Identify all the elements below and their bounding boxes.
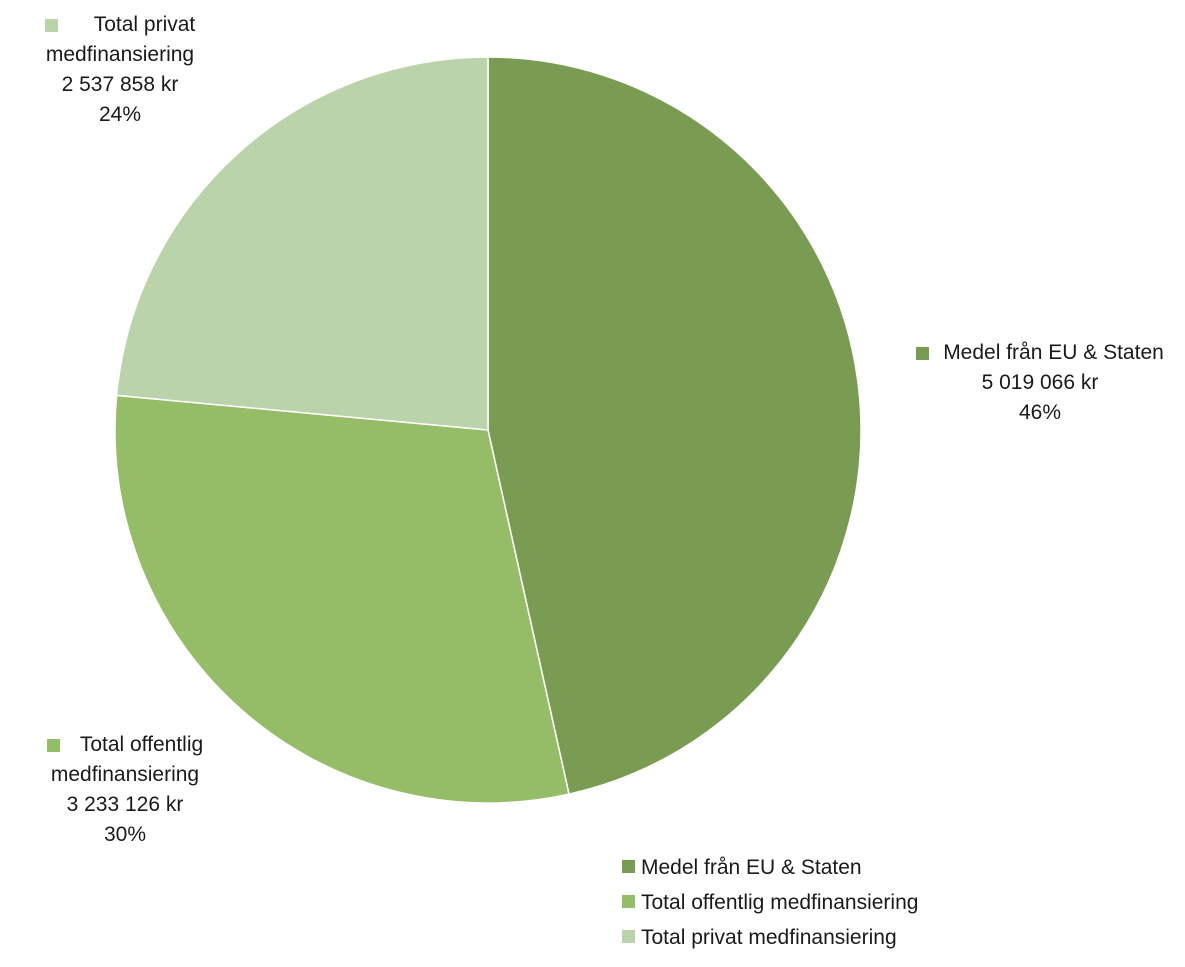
data-label-eu-staten: Medel från EU & Staten 5 019 066 kr 46% xyxy=(895,338,1185,428)
legend-swatch xyxy=(622,859,635,873)
data-label-value: 2 537 858 kr xyxy=(61,73,179,96)
data-label-name: Total offentlig xyxy=(79,733,204,756)
slice-eu-staten xyxy=(487,56,862,795)
legend-label: Medel från EU & Staten xyxy=(641,856,862,879)
legend-item-eu-staten: Medel från EU & Staten xyxy=(622,853,918,888)
data-label-percent: 30% xyxy=(103,823,147,846)
data-label-value: 5 019 066 kr xyxy=(981,371,1099,394)
data-label-offentlig: Total offentlig medfinansiering 3 233 12… xyxy=(0,730,250,850)
legend-swatch xyxy=(622,929,635,943)
data-label-name: Medel från EU & Staten xyxy=(943,341,1164,364)
legend-label: Total offentlig medfinansiering xyxy=(641,891,919,914)
data-label-name: Total privat xyxy=(93,13,196,36)
data-label-name-cont: medfinansiering xyxy=(50,763,200,786)
slice-privat xyxy=(115,56,489,431)
data-label-privat: Total privat medfinansiering 2 537 858 k… xyxy=(0,10,240,130)
data-label-name-cont: medfinansiering xyxy=(45,43,195,66)
data-label-value: 3 233 126 kr xyxy=(66,793,184,816)
slice-offentlig xyxy=(114,394,570,804)
legend-item-offentlig: Total offentlig medfinansiering xyxy=(622,888,918,923)
legend-swatch xyxy=(622,894,635,908)
legend-label: Total privat medfinansiering xyxy=(641,926,897,949)
data-label-percent: 46% xyxy=(1018,401,1062,424)
data-label-swatch xyxy=(44,18,58,32)
data-label-swatch xyxy=(916,346,930,360)
data-label-percent: 24% xyxy=(98,103,142,126)
legend-item-privat: Total privat medfinansiering xyxy=(622,923,918,958)
data-label-swatch xyxy=(46,738,60,752)
legend: Medel från EU & Staten Total offentlig m… xyxy=(622,853,918,958)
